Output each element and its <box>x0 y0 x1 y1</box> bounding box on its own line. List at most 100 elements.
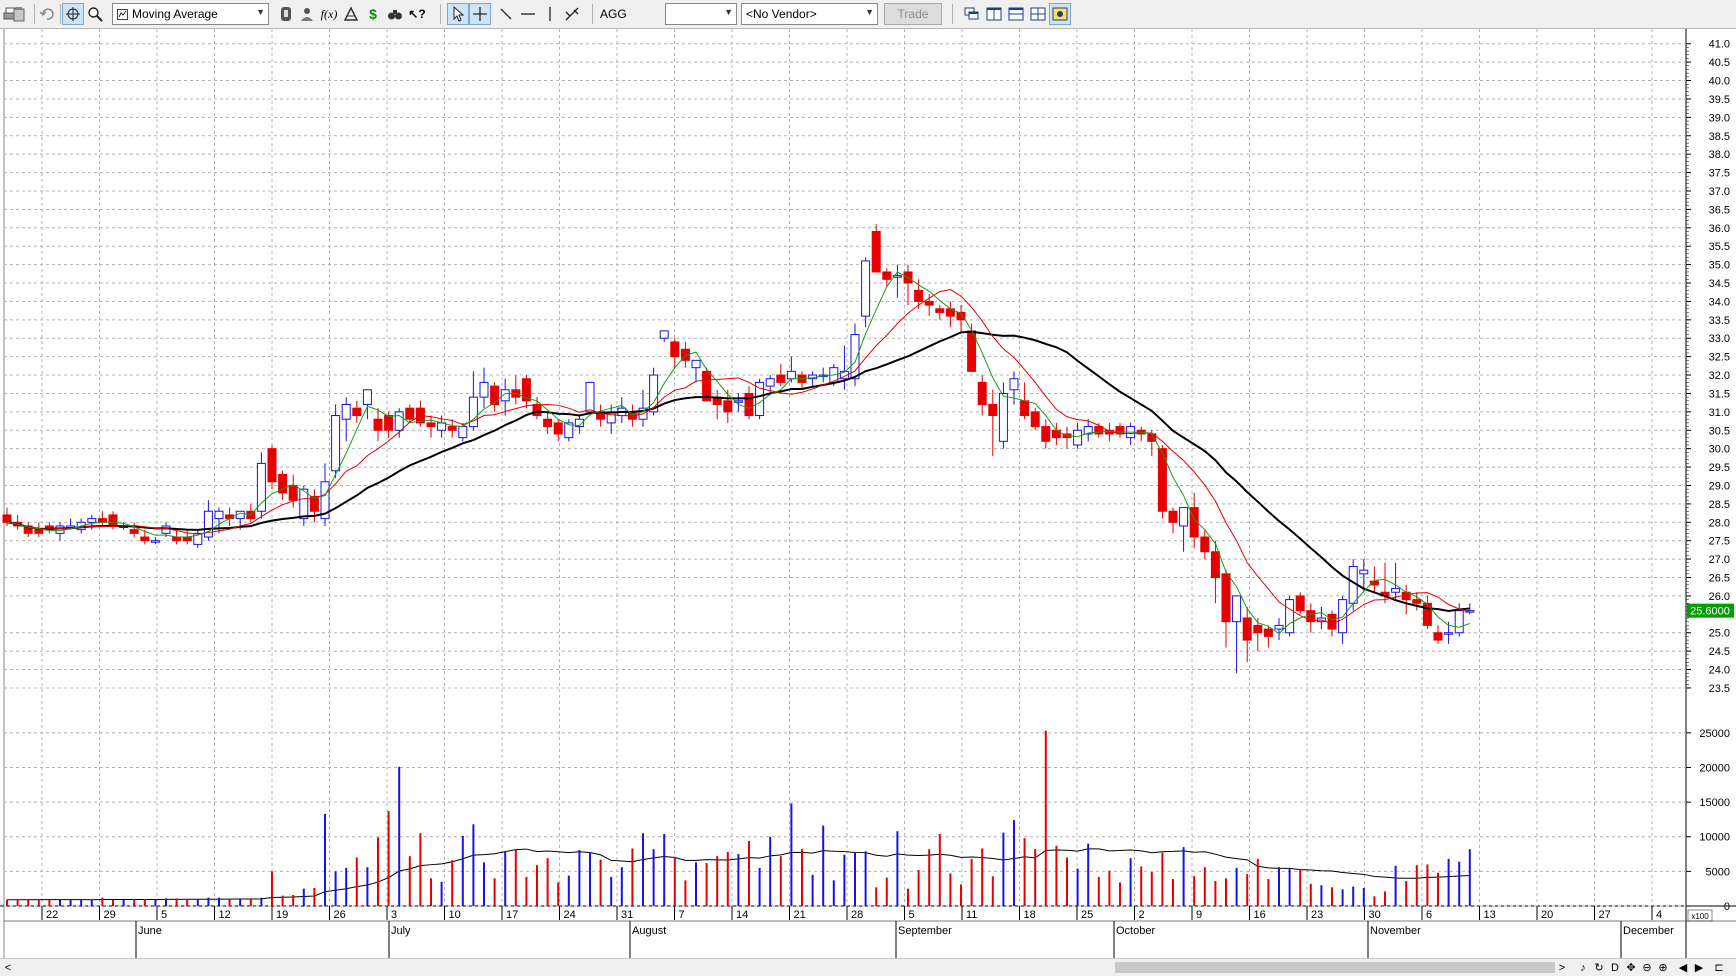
symbol-input[interactable]: AGG <box>600 3 664 25</box>
week-label: 16 <box>1254 909 1266 921</box>
tile-vertical-icon[interactable] <box>983 3 1005 25</box>
link-icon[interactable]: ♪ <box>1580 962 1586 974</box>
price-tick-label: 23.5 <box>1709 683 1730 695</box>
week-label: 23 <box>1311 909 1323 921</box>
candle-up <box>150 540 160 543</box>
candle-up <box>649 374 659 413</box>
price-tick-label: 39.5 <box>1709 94 1730 106</box>
tile-horizontal-icon[interactable] <box>1005 3 1027 25</box>
candle-down <box>34 529 44 534</box>
week-label: 17 <box>506 909 518 921</box>
candle-down <box>182 536 192 542</box>
tile-grid-icon[interactable] <box>1027 3 1049 25</box>
candle-up <box>1359 569 1369 575</box>
period-select[interactable]: ▼ <box>665 3 737 25</box>
horizontal-line-icon[interactable] <box>517 3 539 25</box>
scroll-left-icon[interactable]: < <box>4 962 12 974</box>
candle-up <box>755 381 765 417</box>
clipboard-icon[interactable] <box>8 3 30 25</box>
window-layout-icon[interactable] <box>1049 3 1071 25</box>
candle-down <box>1189 507 1199 538</box>
vendor-select[interactable]: <No Vendor> ▼ <box>741 3 878 25</box>
trendline-icon[interactable] <box>495 3 517 25</box>
scroll-right-icon[interactable]: > <box>1558 962 1566 974</box>
week-label: 10 <box>449 909 461 921</box>
price-tick-label: 32.0 <box>1709 370 1730 382</box>
price-tick-label: 25.0 <box>1709 628 1730 640</box>
candle-up <box>1232 595 1242 623</box>
volume-tick-label: 25000 <box>1699 728 1730 740</box>
price-tick-label: 40.0 <box>1709 76 1730 88</box>
price-tick-label: 24.5 <box>1709 646 1730 658</box>
refresh-icon[interactable]: ↻ <box>1594 962 1604 974</box>
candle-down <box>977 381 987 405</box>
draw-tools-icon[interactable] <box>561 3 583 25</box>
next-icon[interactable]: ▶ <box>1694 962 1704 974</box>
trade-button[interactable]: Trade <box>884 3 942 25</box>
week-label: 20 <box>1541 909 1553 921</box>
account-icon[interactable] <box>275 3 297 25</box>
price-tick-label: 41.0 <box>1709 39 1730 51</box>
price-tick-label: 28.5 <box>1709 499 1730 511</box>
range-icon[interactable]: ⊏ <box>1714 962 1724 974</box>
price-tick-label: 33.5 <box>1709 315 1730 327</box>
candle-down <box>882 271 892 280</box>
candle-up <box>691 359 701 369</box>
pointer-icon[interactable] <box>447 3 469 25</box>
indicator-icon <box>117 8 128 20</box>
candle-up <box>394 411 404 431</box>
crosshair-icon[interactable] <box>469 3 491 25</box>
volume-axis: 25000 20000 15000 10000 5000 0 x100 <box>1686 728 1730 922</box>
price-tick-label: 34.5 <box>1709 278 1730 290</box>
prev-icon[interactable]: ◀ <box>1678 962 1688 974</box>
daily-icon[interactable]: D <box>1611 962 1619 974</box>
function-icon[interactable]: f(x) <box>320 6 338 21</box>
week-label: 12 <box>219 909 231 921</box>
help-pointer-icon[interactable]: ↖? <box>408 7 426 21</box>
candle-down <box>1221 573 1231 623</box>
scroll-thumb[interactable] <box>1115 962 1555 973</box>
month-label: October <box>1116 925 1155 937</box>
binoculars-icon[interactable] <box>384 3 406 25</box>
price-tick-label: 28.0 <box>1709 517 1730 529</box>
candle-down <box>1433 632 1443 641</box>
indicator-select[interactable]: Moving Average ▼ <box>112 3 269 25</box>
price-chart[interactable]: 41.0 40.5 40.0 39.5 39.0 38.5 38.0 37.5 37.0 36.5… <box>0 29 1736 958</box>
candle-down <box>140 536 150 542</box>
week-label: 25 <box>1081 909 1093 921</box>
windows-cascade-icon[interactable] <box>961 3 983 25</box>
zoom-out-icon[interactable]: ⊖ <box>1642 962 1652 974</box>
chevron-down-icon: ▼ <box>256 7 265 17</box>
vertical-line-icon[interactable] <box>539 3 561 25</box>
candle-down <box>1030 411 1040 428</box>
candle-up <box>574 418 584 428</box>
candle-up <box>214 510 224 520</box>
price-tick-label: 35.5 <box>1709 241 1730 253</box>
week-label: 9 <box>1196 909 1202 921</box>
undo-icon[interactable] <box>36 3 58 25</box>
zoom-in-icon[interactable]: ⊕ <box>1658 962 1668 974</box>
price-tick-label: 33.0 <box>1709 333 1730 345</box>
price-tick-label: 29.5 <box>1709 462 1730 474</box>
price-tick-label: 26.5 <box>1709 573 1730 585</box>
candle-down <box>1242 617 1252 641</box>
candle-down <box>373 418 383 431</box>
vendor-select-value: <No Vendor> <box>746 7 817 21</box>
candle-down <box>1210 551 1220 579</box>
pan-icon[interactable]: ✥ <box>1626 962 1636 974</box>
candle-down <box>490 385 500 405</box>
crosshair-cursor-icon[interactable] <box>62 3 84 25</box>
candle-down <box>1200 536 1210 553</box>
chart-scale-icon[interactable] <box>340 3 362 25</box>
candle-down <box>405 407 415 420</box>
week-label: 14 <box>736 909 748 921</box>
dollar-icon[interactable]: $ <box>369 6 377 22</box>
candle-down <box>1369 580 1379 586</box>
horizontal-scrollbar[interactable]: < > ♪ ↻ D ✥ ⊖ ⊕ ◀ ▶ ⊏ <box>0 958 1736 976</box>
zoom-icon[interactable] <box>84 3 106 25</box>
price-tick-label: 39.0 <box>1709 112 1730 124</box>
candle-up <box>87 518 97 523</box>
candle-up <box>564 422 574 439</box>
candle-down <box>352 407 362 417</box>
trader-icon[interactable] <box>296 3 318 25</box>
